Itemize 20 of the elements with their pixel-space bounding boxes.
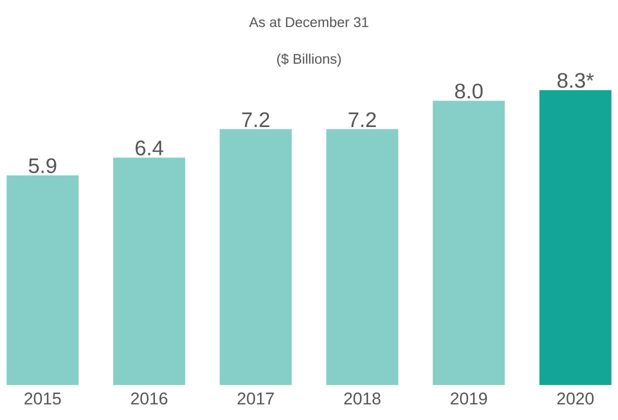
x-tick-label: 2016 bbox=[131, 392, 168, 405]
bar bbox=[220, 129, 292, 385]
chart-title: As at December 31 bbox=[249, 16, 368, 28]
bar bbox=[326, 129, 398, 385]
data-label: 8.0 bbox=[455, 84, 483, 99]
x-tick-label: 2018 bbox=[344, 392, 380, 405]
bar bbox=[113, 158, 186, 385]
x-tick-label: 2020 bbox=[557, 392, 594, 405]
bar bbox=[6, 175, 79, 385]
data-label: 8.3* bbox=[558, 73, 594, 88]
x-tick-label: 2019 bbox=[450, 392, 487, 405]
data-label: 7.2 bbox=[242, 112, 270, 127]
chart-subtitle: ($ Billions) bbox=[277, 53, 341, 67]
data-label: 5.9 bbox=[28, 158, 56, 174]
bar bbox=[432, 100, 505, 385]
bar bbox=[539, 90, 612, 385]
x-tick-label: 2017 bbox=[238, 392, 274, 405]
x-tick-label: 2015 bbox=[24, 392, 61, 405]
data-label: 6.4 bbox=[136, 140, 164, 156]
data-label: 7.2 bbox=[348, 112, 376, 127]
